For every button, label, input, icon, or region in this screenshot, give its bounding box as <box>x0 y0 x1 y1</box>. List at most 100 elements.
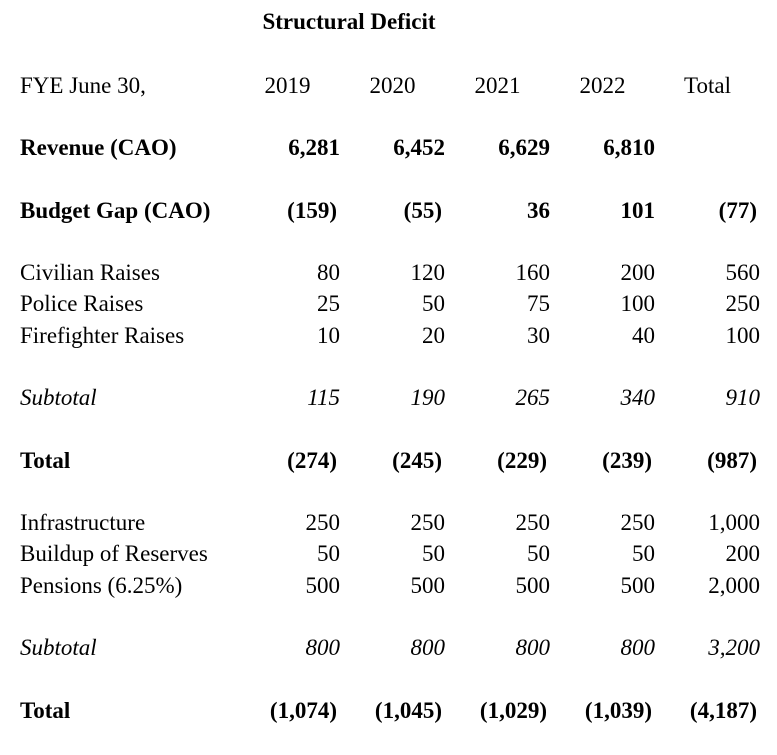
cell-value: 120 <box>410 260 446 286</box>
cell-value: 500 <box>305 572 341 598</box>
table-body: FYE June 30, 2019 2020 2021 2022 Total Reven… <box>20 70 760 726</box>
cell-value: 800 <box>515 635 551 661</box>
cell-value: 190 <box>410 385 446 411</box>
row-label: Budget Gap (CAO) <box>20 197 211 223</box>
row-label: Revenue (CAO) <box>20 135 177 161</box>
table-row: Civilian Raises 80 120 160 200 560 <box>20 258 760 289</box>
spacer-row <box>20 164 760 195</box>
row-label: Police Raises <box>20 291 144 317</box>
table-row: Firefighter Raises 10 20 30 40 100 <box>20 320 760 351</box>
cell-value: 40 <box>632 322 655 348</box>
cell-value: 160 <box>515 260 551 286</box>
cell-value: (1,029) <box>479 697 547 723</box>
cell-value: (274) <box>287 447 337 473</box>
row-label: Subtotal <box>20 385 97 411</box>
cell-value: (77) <box>718 197 757 223</box>
cell-value: 500 <box>620 572 656 598</box>
cell-value: 500 <box>515 572 551 598</box>
cell-value: (55) <box>403 197 442 223</box>
cell-value: 6,452 <box>393 135 445 161</box>
spacer-row <box>20 414 760 445</box>
cell-value: 50 <box>422 541 445 567</box>
cell-value: 340 <box>620 385 656 411</box>
cell-value: (1,045) <box>374 697 442 723</box>
spacer-row <box>20 101 760 132</box>
cell-value: 20 <box>422 322 445 348</box>
spacer-row <box>20 601 760 632</box>
cell-value: 30 <box>527 322 550 348</box>
column-header-2020: 2020 <box>369 72 416 98</box>
cell-value: (229) <box>497 447 547 473</box>
cell-value <box>655 133 760 164</box>
cell-value: 36 <box>527 197 550 223</box>
cell-value: 6,281 <box>288 135 340 161</box>
cell-value: 2,000 <box>708 572 760 598</box>
cell-value: 6,810 <box>603 135 655 161</box>
table-row: Pensions (6.25%) 500 500 500 500 2,000 <box>20 570 760 601</box>
cell-value: (159) <box>287 197 337 223</box>
cell-value: 200 <box>725 541 761 567</box>
spacer-row <box>20 476 760 507</box>
cell-value: 800 <box>305 635 341 661</box>
row-label: Firefighter Raises <box>20 322 185 348</box>
table-row: Subtotal 800 800 800 800 3,200 <box>20 633 760 664</box>
cell-value: 250 <box>515 510 551 536</box>
cell-value: 10 <box>317 322 340 348</box>
spacer-cell <box>20 101 760 132</box>
spacer-row <box>20 226 760 257</box>
cell-value: 50 <box>317 541 340 567</box>
cell-value: 250 <box>410 510 446 536</box>
spacer-row <box>20 351 760 382</box>
cell-value: (987) <box>707 447 757 473</box>
cell-value: 6,629 <box>498 135 550 161</box>
table-row: Infrastructure 250 250 250 250 1,000 <box>20 508 760 539</box>
cell-value: 200 <box>620 260 656 286</box>
table-row: Police Raises 25 50 75 100 250 <box>20 289 760 320</box>
row-label: Total <box>20 447 71 473</box>
row-label: Subtotal <box>20 635 97 661</box>
cell-value: 250 <box>725 291 761 317</box>
cell-value: 100 <box>725 322 761 348</box>
spacer-cell <box>20 226 760 257</box>
cell-value: 115 <box>307 385 340 411</box>
cell-value: 560 <box>725 260 761 286</box>
page-title: Structural Deficit <box>262 9 436 34</box>
cell-value: (1,074) <box>269 697 337 723</box>
spacer-cell <box>20 351 760 382</box>
table-row: Revenue (CAO) 6,281 6,452 6,629 6,810 <box>20 133 760 164</box>
column-header-2021: 2021 <box>474 72 521 98</box>
cell-value: (239) <box>602 447 652 473</box>
row-label: Pensions (6.25%) <box>20 572 183 598</box>
row-label: Buildup of Reserves <box>20 541 208 567</box>
table-row: Total (274) (245) (229) (239) (987) <box>20 445 760 476</box>
table-row: Total (1,074) (1,045) (1,029) (1,039) (4,187) <box>20 695 760 726</box>
header-row-label: FYE June 30, <box>20 72 146 98</box>
cell-value: 50 <box>527 541 550 567</box>
table-row: Subtotal 115 190 265 340 910 <box>20 383 760 414</box>
table-row: Buildup of Reserves 50 50 50 50 200 <box>20 539 760 570</box>
cell-value: 100 <box>620 291 656 317</box>
column-header-2022: 2022 <box>579 72 626 98</box>
cell-value: 910 <box>725 385 761 411</box>
spacer-cell <box>20 601 760 632</box>
row-label: Infrastructure <box>20 510 146 536</box>
cell-value: 250 <box>620 510 656 536</box>
column-header-2019: 2019 <box>264 72 311 98</box>
cell-value: (1,039) <box>584 697 652 723</box>
cell-value: 3,200 <box>708 635 760 661</box>
spacer-cell <box>20 164 760 195</box>
cell-value: 101 <box>620 197 656 223</box>
row-label: Total <box>20 697 71 723</box>
cell-value: 250 <box>305 510 341 536</box>
cell-value: 75 <box>527 291 550 317</box>
cell-value: 1,000 <box>708 510 760 536</box>
cell-value: 800 <box>620 635 656 661</box>
cell-value: 50 <box>422 291 445 317</box>
spacer-cell <box>20 476 760 507</box>
cell-value: (4,187) <box>689 697 757 723</box>
cell-value: 50 <box>632 541 655 567</box>
table-row: Budget Gap (CAO) (159) (55) 36 101 (77) <box>20 195 760 226</box>
cell-value: 265 <box>515 385 551 411</box>
cell-value: 500 <box>410 572 446 598</box>
